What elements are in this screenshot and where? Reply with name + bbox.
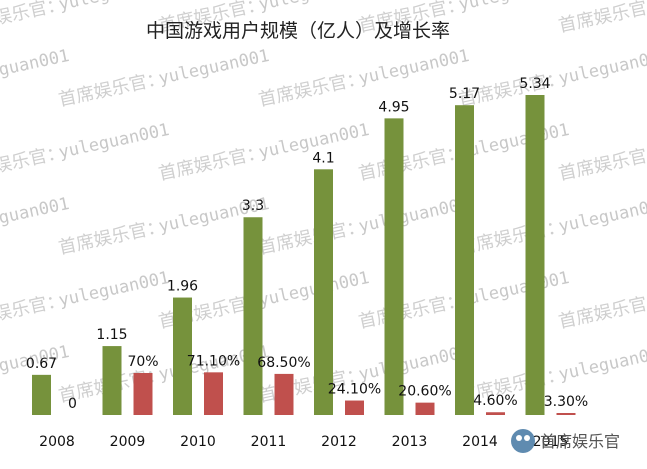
growth-bar xyxy=(556,413,576,415)
watermark-text: 首席娱乐官： xyxy=(557,290,647,333)
growth-bar xyxy=(274,373,294,415)
watermark-text: 首席娱乐官： xyxy=(357,290,467,333)
users-bar xyxy=(525,95,545,415)
users-data-label: 3.3 xyxy=(242,198,264,214)
users-bar xyxy=(314,169,333,415)
users-bar xyxy=(384,118,404,415)
growth-data-label: 24.10% xyxy=(328,382,381,398)
watermark-text: 首席娱乐官： xyxy=(257,68,367,111)
watermark-text: yuleguan001 xyxy=(457,120,571,163)
growth-bar xyxy=(133,373,153,415)
users-bar xyxy=(455,105,474,416)
users-data-label: 1.96 xyxy=(167,279,198,295)
growth-data-label: 4.60% xyxy=(473,393,517,409)
x-tick-label: 2015 xyxy=(533,434,569,450)
x-tick-label: 2012 xyxy=(321,434,357,450)
x-tick-label: 2009 xyxy=(110,434,146,450)
growth-bar xyxy=(345,400,364,415)
logo-text: 首席娱乐官 xyxy=(540,432,620,451)
users-bar xyxy=(32,374,51,415)
watermark-text: yuleguan001 xyxy=(557,194,647,237)
growth-data-label: 68.50% xyxy=(257,355,310,371)
users-bar xyxy=(173,297,192,415)
growth-data-label: 70% xyxy=(127,354,158,370)
growth-bar xyxy=(204,372,223,415)
watermark-text: 首席娱乐官： xyxy=(0,0,67,37)
growth-series: 0 70% 71.10% 68.50% 24.10% 20.60% 4.60% 3.30% xyxy=(68,353,588,415)
users-data-label: 4.95 xyxy=(378,99,409,115)
growth-data-label: 0 xyxy=(68,396,77,412)
users-bar xyxy=(102,346,122,415)
watermark-text: 首席娱乐官： xyxy=(0,142,67,185)
watermark-text: yuleguan001 xyxy=(0,46,71,89)
watermark-text: yuleguan001 xyxy=(357,194,471,237)
watermark-text: yuleguan001 xyxy=(57,0,171,15)
watermark-text: yuleguan001 xyxy=(357,46,471,89)
watermark-text: 首席娱乐官： xyxy=(557,142,647,185)
chart-title: 中国游戏用户规模（亿人）及增长率 xyxy=(146,20,450,42)
logo-icon xyxy=(511,429,535,453)
logo-eye-icon xyxy=(524,435,530,441)
watermark-text: yuleguan001 xyxy=(57,268,171,311)
watermark-text: yuleguan001 xyxy=(157,46,271,89)
watermark-text: yuleguan001 xyxy=(457,0,571,15)
watermark-text: 首席娱乐官： xyxy=(257,216,367,259)
users-data-label: 0.67 xyxy=(26,356,57,372)
watermark-text: 首席娱乐官： xyxy=(357,142,467,185)
watermark-text: 首席娱乐官： xyxy=(557,0,647,37)
x-tick-label: 2014 xyxy=(462,434,498,450)
x-tick-label: 2010 xyxy=(180,434,216,450)
watermark-text: yuleguan001 xyxy=(0,194,71,237)
watermark-text: 首席娱乐官： xyxy=(57,216,167,259)
watermark-text: yuleguan001 xyxy=(557,342,647,385)
x-tick-label: 2013 xyxy=(392,434,428,450)
watermark-text: yuleguan001 xyxy=(557,46,647,89)
growth-data-label: 71.10% xyxy=(187,353,240,369)
logo-eye-icon xyxy=(516,435,522,441)
watermark-text: yuleguan001 xyxy=(257,0,371,15)
growth-data-label: 20.60% xyxy=(398,384,451,400)
watermark-text: yuleguan001 xyxy=(357,342,471,385)
brand-logo: 首席娱乐官 xyxy=(511,429,620,453)
x-tick-label: 2008 xyxy=(39,434,75,450)
users-data-label: 1.15 xyxy=(96,327,127,343)
watermark-text: 首席娱乐官： xyxy=(0,290,67,333)
users-data-label: 5.34 xyxy=(519,76,550,92)
x-tick-label: 2011 xyxy=(251,434,287,450)
users-data-label: 5.17 xyxy=(449,86,480,102)
growth-bar xyxy=(415,402,435,415)
watermark-text: 首席娱乐官： xyxy=(57,68,167,111)
growth-data-label: 3.30% xyxy=(544,394,588,410)
growth-bar xyxy=(486,412,505,415)
users-bar xyxy=(243,217,263,415)
watermark-text: yuleguan001 xyxy=(57,120,171,163)
x-axis-ticks: 2008 2009 2010 2011 2012 2013 2014 2015 xyxy=(39,434,568,450)
users-data-label: 4.1 xyxy=(312,150,334,166)
watermark-text: yuleguan001 xyxy=(457,268,571,311)
users-series: 0.67 1.15 1.96 3.3 4.1 4.95 5.17 5.34 xyxy=(26,76,551,416)
watermark-text: 首席娱乐官： xyxy=(157,142,267,185)
